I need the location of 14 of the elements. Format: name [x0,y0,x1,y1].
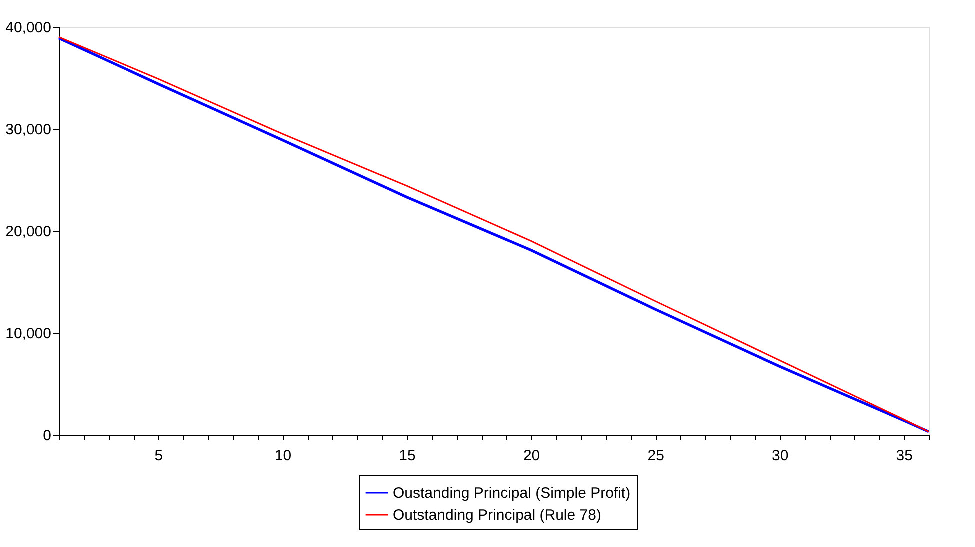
legend-label: Oustanding Principal (Simple Profit) [393,485,631,502]
x-tick-label: 5 [154,448,164,464]
x-tick-label: 30 [772,448,789,464]
y-tick-label: 0 [43,428,52,444]
x-tick-label: 20 [523,448,540,464]
x-tick-label: 25 [648,448,664,464]
y-tick-label: 30,000 [6,122,52,138]
y-tick-label: 20,000 [6,224,52,240]
x-tick-label: 10 [274,448,292,464]
legend-label: Outstanding Principal (Rule 78) [393,507,602,524]
y-tick-label: 10,000 [6,326,52,342]
y-tick-label: 40,000 [6,20,52,36]
x-tick-label: 15 [399,448,416,464]
x-tick-label: 35 [896,448,913,464]
